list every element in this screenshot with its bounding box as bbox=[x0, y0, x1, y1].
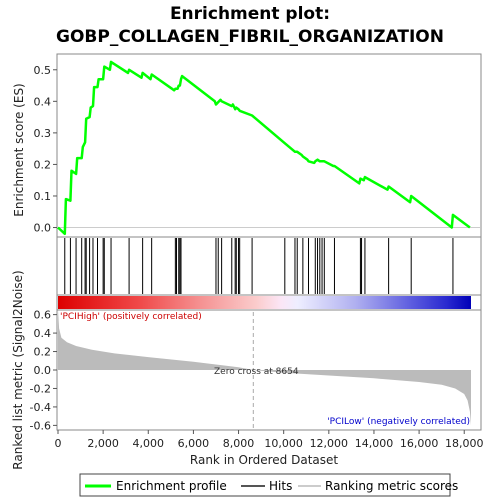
metric-y-tick-label: 0.0 bbox=[34, 364, 52, 377]
metric-layer bbox=[58, 310, 471, 429]
metric-area bbox=[58, 310, 471, 426]
metric-y-tick-label: 0.6 bbox=[34, 309, 52, 322]
zero-cross-label: Zero cross at 8654 bbox=[214, 367, 299, 377]
plot-title-line1: Enrichment plot: bbox=[170, 4, 330, 24]
x-tick-label: 4,000 bbox=[133, 437, 165, 450]
es-axis-label: Enrichment score (ES) bbox=[12, 83, 26, 216]
legend-ranking-label: Ranking metric scores bbox=[325, 479, 458, 493]
pos-correlated-label: 'PCIHigh' (positively correlated) bbox=[60, 312, 202, 322]
es-panel-frame bbox=[56, 53, 482, 238]
metric-y-tick-label: 0.4 bbox=[34, 327, 52, 340]
es-y-tick-label: 0.4 bbox=[34, 95, 52, 108]
x-tick-label: 16,000 bbox=[400, 437, 439, 450]
x-tick-label: 6,000 bbox=[178, 437, 210, 450]
legend-enrichment-label: Enrichment profile bbox=[116, 479, 227, 493]
x-tick-label: 12,000 bbox=[310, 437, 349, 450]
es-y-tick-label: 0.5 bbox=[34, 64, 52, 77]
plot-title-line2: GOBP_COLLAGEN_FIBRIL_ORGANIZATION bbox=[56, 27, 444, 47]
es-y-tick-label: 0.0 bbox=[34, 222, 52, 235]
metric-y-tick-label: 0.2 bbox=[34, 346, 52, 359]
hits-layer bbox=[64, 238, 454, 294]
hits-panel-frame bbox=[56, 236, 482, 296]
enrichment-profile-line bbox=[57, 60, 471, 236]
neg-correlated-label: 'PCILow' (negatively correlated) bbox=[327, 417, 470, 427]
legend-hits-label: Hits bbox=[269, 479, 292, 493]
x-axis-label: Rank in Ordered Dataset bbox=[190, 453, 338, 467]
x-tick-label: 2,000 bbox=[87, 437, 119, 450]
es-y-tick-label: 0.2 bbox=[34, 158, 52, 171]
metric-ticks: -0.6 -0.4 -0.2 0.0 0.2 0.4 0.6 0 2,000 4,000 6,000… bbox=[30, 309, 484, 450]
x-tick-label: 18,000 bbox=[445, 437, 484, 450]
metric-axis-label: Ranked list metric (Signal2Noise) bbox=[11, 270, 25, 469]
enrichment-profile-layer bbox=[57, 60, 480, 236]
x-tick-label: 14,000 bbox=[355, 437, 394, 450]
metric-y-tick-label: -0.4 bbox=[30, 401, 51, 414]
es-y-tick-label: 0.3 bbox=[34, 127, 52, 140]
es-y-ticks: 0.0 0.1 0.2 0.3 0.4 0.5 bbox=[34, 64, 57, 235]
rank-colorbar bbox=[58, 296, 471, 309]
metric-y-tick-label: -0.6 bbox=[30, 419, 51, 432]
x-tick-label: 10,000 bbox=[264, 437, 303, 450]
x-tick-label: 8,000 bbox=[223, 437, 255, 450]
x-tick-label: 0 bbox=[55, 437, 62, 450]
es-y-tick-label: 0.1 bbox=[34, 190, 52, 203]
metric-y-tick-label: -0.2 bbox=[30, 382, 51, 395]
